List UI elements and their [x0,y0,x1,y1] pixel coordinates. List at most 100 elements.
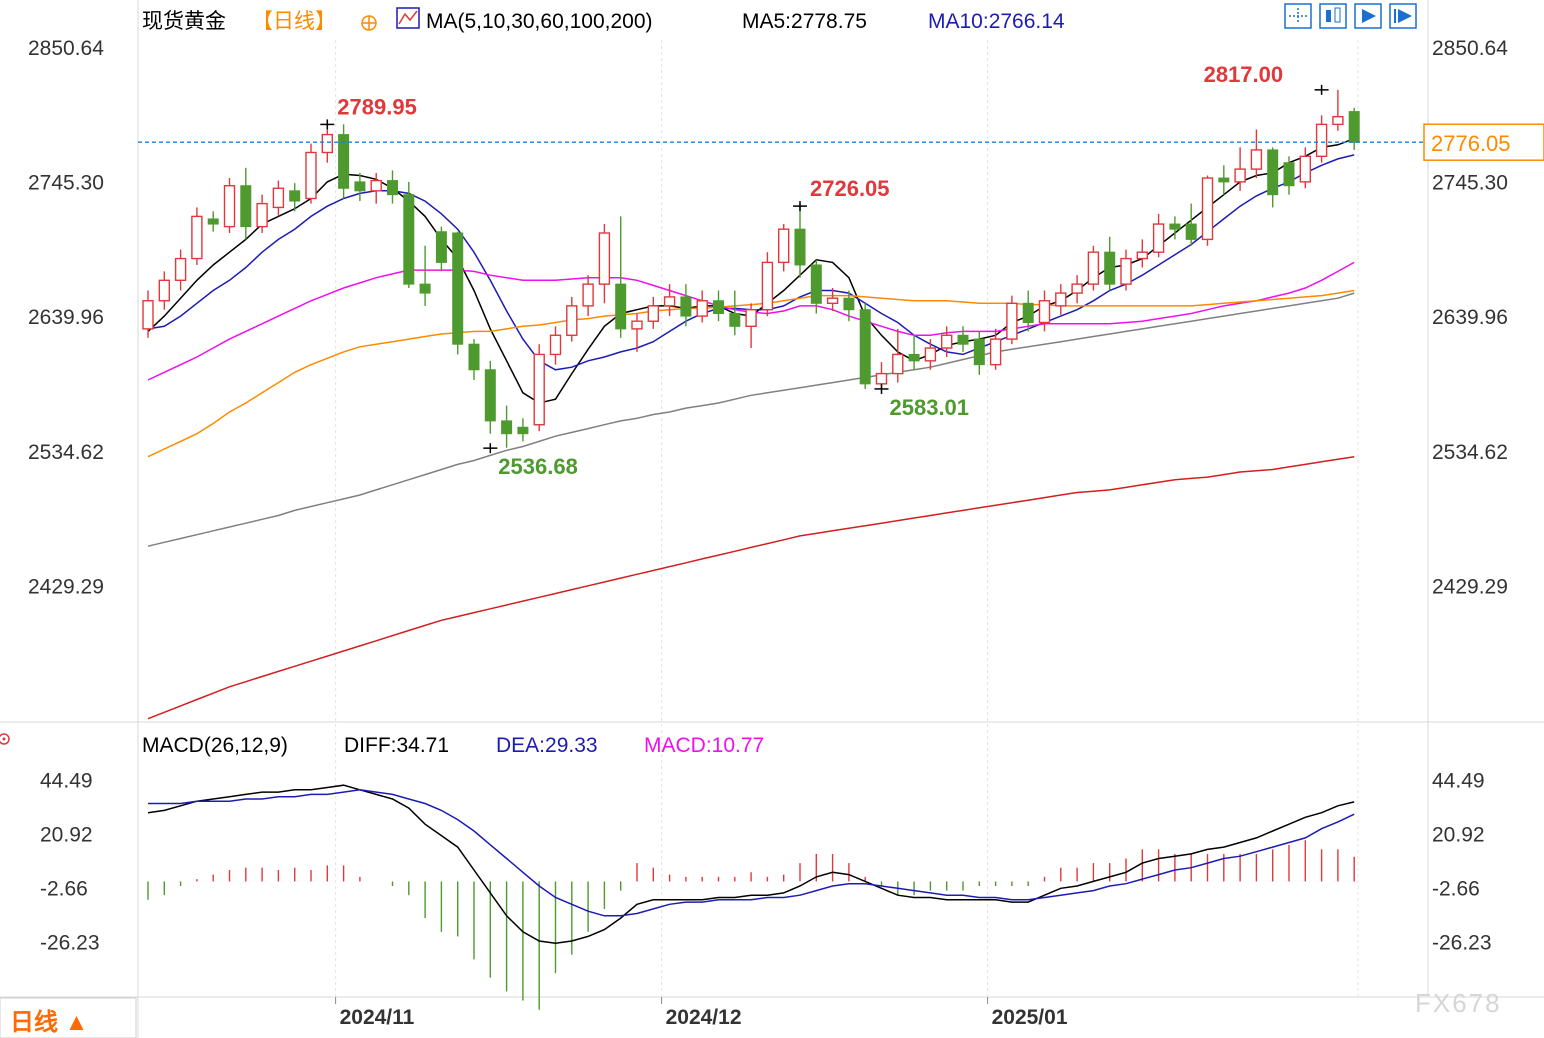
candle [647,296,659,329]
candle [1087,245,1100,291]
candle-body-up [924,347,937,362]
annotation-label: 2726.05 [810,176,890,201]
price-tick-label-right: 2534.62 [1432,441,1508,464]
indicator-icon[interactable] [396,7,420,29]
candle [892,328,904,383]
candle-body-up [1332,115,1344,126]
price-tick-label-left: 2850.64 [28,37,104,60]
price-annotations: 2789.95 2536.68 2726.05 2583.01 2817.00 [320,62,1329,479]
candle-body-up [370,179,382,192]
macd-panel [147,784,1355,1010]
candle-body-down [435,231,447,263]
candle [1169,216,1181,240]
candle-body-up [191,215,203,260]
candle-body-up [631,320,643,330]
candle [680,284,692,327]
candle [1267,147,1279,208]
annotation-low: 2536.68 [483,443,578,479]
candle [403,181,415,288]
candle [370,172,382,204]
candle-body-down [1185,223,1197,240]
candle-body-down [501,420,513,435]
candle [142,290,154,338]
candle [1136,239,1149,268]
candle [1120,249,1132,291]
candle-body-up [1234,168,1246,183]
candle [1283,156,1295,195]
candle-body-down [1104,251,1116,285]
candle [517,418,529,442]
date-tick-label: 2024/11 [340,1006,415,1029]
candle-body-down [387,180,398,196]
candle [973,331,985,375]
candle-body-down [1283,162,1295,187]
zoom-in-icon[interactable] [1354,3,1382,29]
candle-body-up [1299,155,1312,183]
period-switch-button[interactable]: 日线 ▲ [0,997,137,1038]
candle-body-up [1006,302,1018,340]
candle-body-down [484,369,496,422]
candle [696,290,708,323]
candle-body-down [908,353,920,362]
candle-chart-icon[interactable] [1319,3,1347,29]
watermark: FX678 [1415,988,1502,1018]
price-axis: 2850.64 2850.64 2745.30 2745.30 2639.96 2639.… [28,37,1544,598]
candle [778,224,790,272]
candle-body-up [549,334,562,356]
candle-body-up [826,297,839,305]
candle-body-up [892,353,904,375]
candle-body-down [354,181,366,192]
candle-body-down [680,296,692,317]
candlesticks [142,89,1360,448]
annotation-high: 2789.95 [320,94,417,130]
candle-body-up [1087,251,1100,285]
candle [256,194,268,234]
candle-body-down [289,190,301,202]
candle [989,328,1002,370]
candle [1218,165,1230,195]
candle [794,206,806,278]
date-tick-label: 2025/01 [992,1006,1068,1029]
macd-tick-label-left: 44.49 [40,769,93,792]
candle [1104,236,1116,291]
price-tick-label-left: 2745.30 [28,171,104,194]
candle [859,303,871,389]
candle-body-up [256,202,268,228]
candle [957,326,969,352]
candle-body-up [1201,177,1214,241]
candle [321,129,333,163]
candle [1006,295,1018,345]
crosshair-toggle-icon[interactable] [361,15,377,31]
candle-body-down [207,218,219,225]
candle [1055,284,1067,315]
candle-body-up [989,338,1002,366]
candle [1201,175,1214,246]
candle [713,290,724,322]
candle-body-up [778,228,790,264]
candle-body-up [1038,300,1051,324]
candle [663,284,676,317]
candle-body-up [875,372,888,385]
candle [843,290,855,322]
candle-body-up [272,187,285,209]
period-tag[interactable]: 【日线】 [252,10,336,33]
candle-body-up [321,133,333,154]
candle [1234,147,1246,191]
candle [941,326,953,357]
candle [1348,107,1360,150]
candle [598,224,611,304]
grid-icon[interactable] [1284,3,1312,29]
panel-settings-icon[interactable] [0,733,10,745]
price-tick-label-left: 2534.62 [28,441,104,464]
candle [354,172,366,202]
candle-body-down [240,185,252,228]
candle [826,287,839,311]
candle-body-down [468,343,480,371]
zoom-out-icon[interactable] [1389,3,1417,29]
candle-body-down [713,300,724,315]
macd-title: MACD(26,12,9) [142,734,288,757]
candle-body-up [305,151,317,200]
candle-body-up [647,305,659,322]
